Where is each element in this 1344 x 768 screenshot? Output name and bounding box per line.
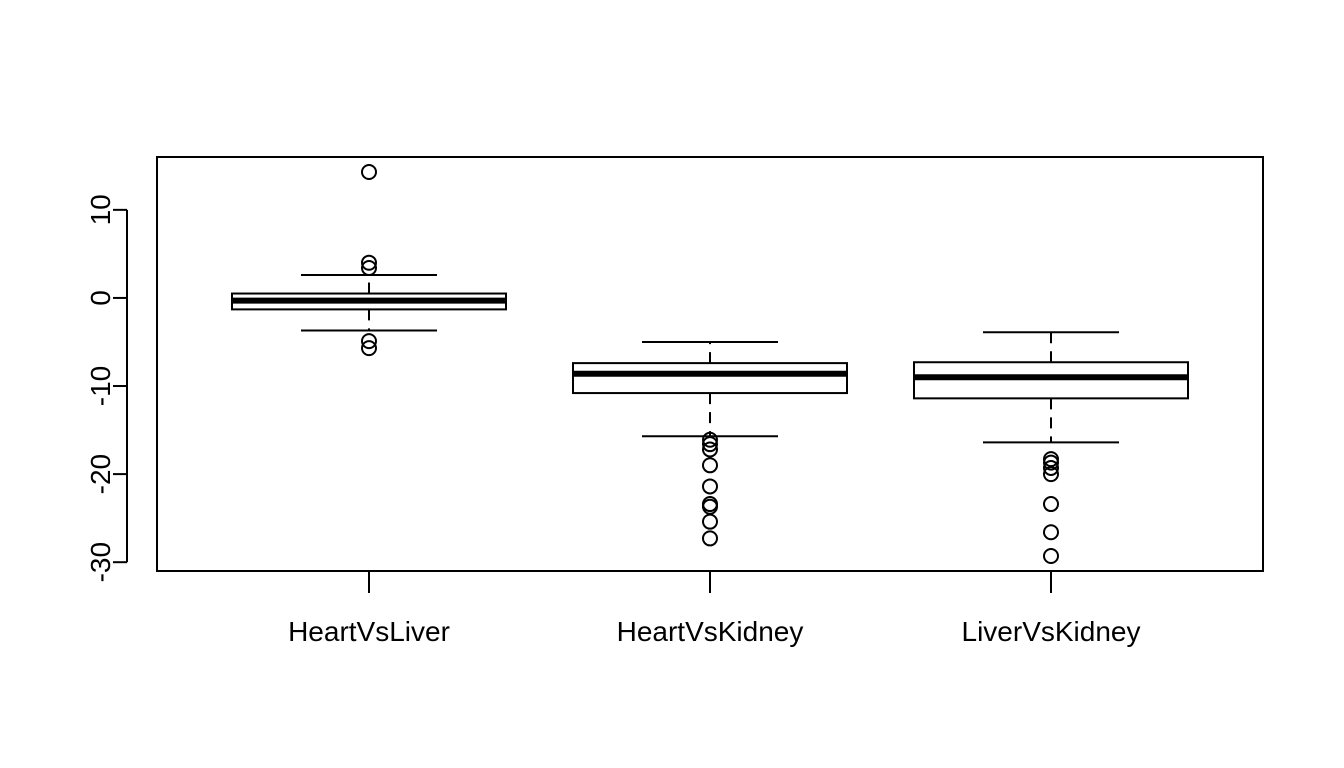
outlier-point bbox=[702, 457, 718, 474]
outlier-point bbox=[361, 333, 377, 350]
iqr-box bbox=[913, 361, 1189, 400]
outlier-point bbox=[1043, 548, 1059, 565]
outlier-point bbox=[361, 163, 377, 180]
outlier-point bbox=[702, 441, 718, 458]
outlier-point bbox=[702, 431, 718, 448]
outlier-point bbox=[702, 530, 718, 547]
y-tick-label: -10 bbox=[85, 366, 116, 406]
outlier-point bbox=[1043, 524, 1059, 541]
outlier-point bbox=[1043, 459, 1059, 476]
plot-frame bbox=[156, 156, 1264, 572]
outlier-point bbox=[1043, 496, 1059, 513]
y-tick-label: 0 bbox=[85, 290, 116, 306]
outlier-point bbox=[361, 254, 377, 271]
outlier-point bbox=[1043, 466, 1059, 483]
x-tick-label: LiverVsKidney bbox=[962, 616, 1141, 647]
outlier-point bbox=[702, 513, 718, 530]
y-tick-label: -30 bbox=[85, 542, 116, 582]
outlier-point bbox=[361, 259, 377, 276]
y-tick-label: 10 bbox=[85, 194, 116, 225]
outlier-point bbox=[702, 436, 718, 453]
x-tick-label: HeartVsLiver bbox=[288, 616, 450, 647]
outlier-point bbox=[702, 478, 718, 495]
outlier-point bbox=[1043, 454, 1059, 471]
x-tick-label: HeartVsKidney bbox=[617, 616, 804, 647]
outlier-point bbox=[361, 340, 377, 357]
plot-area: -30 -20 -10 0 10 HeartVsLiver HeartVsKidney Liv… bbox=[85, 163, 1189, 647]
y-tick-label: -20 bbox=[85, 454, 116, 494]
iqr-box bbox=[572, 362, 848, 395]
